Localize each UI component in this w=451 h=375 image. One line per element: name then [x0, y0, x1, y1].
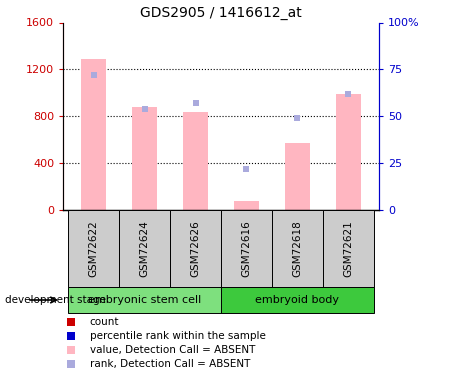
Bar [285, 143, 310, 210]
Bar [323, 210, 374, 287]
Text: GSM72622: GSM72622 [89, 220, 99, 277]
Bar [68, 287, 221, 313]
Bar [336, 94, 361, 210]
Text: value, Detection Call = ABSENT: value, Detection Call = ABSENT [90, 345, 255, 355]
Text: GSM72616: GSM72616 [241, 220, 252, 277]
Bar [68, 210, 119, 287]
Text: GSM72624: GSM72624 [140, 220, 150, 277]
Bar [272, 210, 323, 287]
Title: GDS2905 / 1416612_at: GDS2905 / 1416612_at [140, 6, 302, 20]
Text: embryoid body: embryoid body [255, 295, 339, 305]
Bar [234, 201, 259, 210]
Bar [119, 210, 170, 287]
Text: GSM72621: GSM72621 [343, 220, 353, 277]
Bar [170, 210, 221, 287]
Text: GSM72626: GSM72626 [190, 220, 201, 277]
Text: embryonic stem cell: embryonic stem cell [88, 295, 201, 305]
Bar [132, 107, 157, 210]
Text: development stage: development stage [5, 295, 106, 305]
Text: percentile rank within the sample: percentile rank within the sample [90, 331, 266, 341]
Bar [81, 59, 106, 210]
Text: rank, Detection Call = ABSENT: rank, Detection Call = ABSENT [90, 359, 250, 369]
Text: count: count [90, 317, 119, 327]
Bar [221, 287, 374, 313]
Text: GSM72618: GSM72618 [292, 220, 302, 277]
Bar [183, 112, 208, 210]
Bar [221, 210, 272, 287]
